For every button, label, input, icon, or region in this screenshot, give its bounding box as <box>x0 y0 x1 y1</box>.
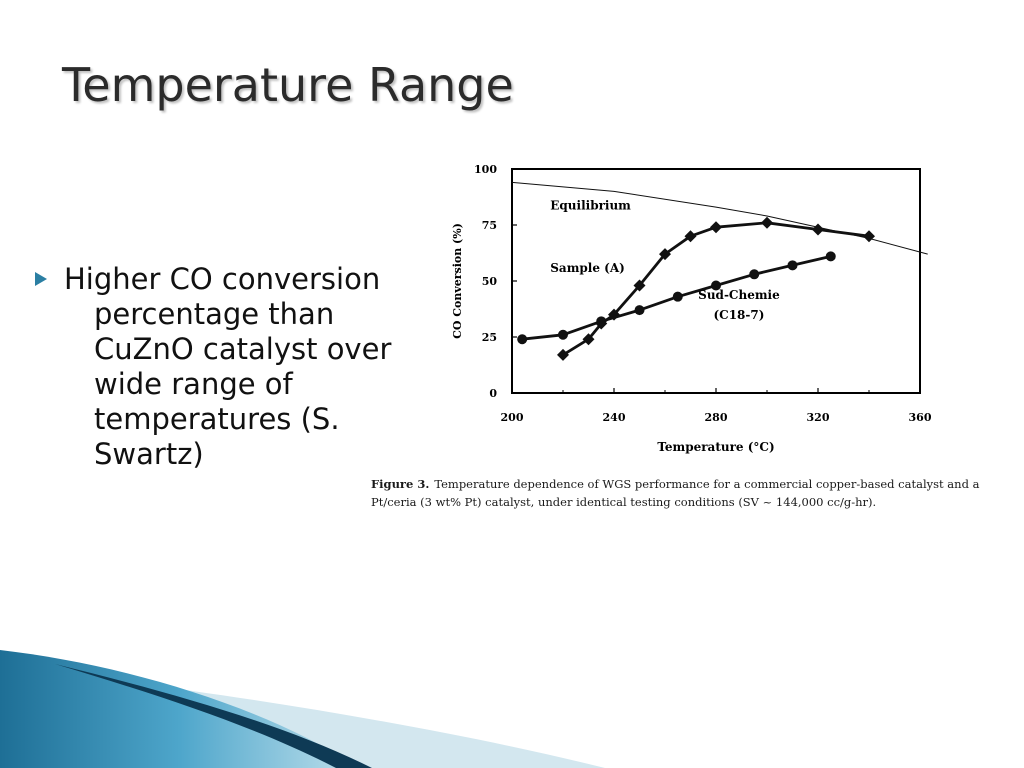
data-point-circle <box>825 251 836 262</box>
data-point-diamond <box>633 279 646 292</box>
figure-caption-text: Temperature dependence of WGS performanc… <box>371 477 980 509</box>
bullet-body: Higher CO conversion percentage than CuZ… <box>64 262 392 471</box>
data-point-diamond <box>684 230 697 243</box>
y-axis-label: CO Conversion (%) <box>451 223 464 339</box>
x-tick-label: 280 <box>705 411 728 424</box>
figure-label: Figure 3. <box>371 477 430 491</box>
data-point-diamond <box>582 333 595 346</box>
x-tick-label: 240 <box>603 411 626 424</box>
data-point-circle <box>672 291 683 302</box>
data-point-circle <box>596 316 607 327</box>
y-tick-label: 75 <box>482 219 497 232</box>
data-point-diamond <box>863 230 875 243</box>
data-point-diamond <box>761 216 773 229</box>
x-axis-label: Temperature (°C) <box>657 440 774 454</box>
wave-blue <box>0 650 360 768</box>
slide-title: Temperature Range <box>62 58 514 112</box>
bullet-text: Higher CO conversion percentage than CuZ… <box>35 262 394 472</box>
y-tick-label: 25 <box>482 331 497 344</box>
data-point-circle <box>749 269 760 280</box>
data-point-circle <box>558 329 568 340</box>
data-point-diamond <box>710 221 722 234</box>
data-point-diamond <box>557 348 569 361</box>
x-tick-label: 360 <box>909 411 932 424</box>
data-point-diamond <box>812 223 824 236</box>
wave-dark <box>55 664 372 768</box>
x-tick-label: 200 <box>501 411 524 424</box>
y-tick-label: 100 <box>474 163 497 176</box>
series-label-2: Sud-Chemie (C18-7) <box>698 288 780 322</box>
series-label-1: Sample (A) <box>550 261 625 275</box>
data-point-diamond <box>659 248 671 261</box>
y-tick-label: 50 <box>482 275 498 288</box>
data-point-circle <box>787 260 798 271</box>
y-tick-label: 0 <box>489 387 497 400</box>
data-point-circle <box>517 334 528 345</box>
figure-caption: Figure 3. Temperature dependence of WGS p… <box>371 475 1021 511</box>
data-point-circle <box>711 280 721 291</box>
series-label-0: Equilibrium <box>550 198 631 212</box>
data-point-circle <box>634 305 645 316</box>
x-tick-label: 320 <box>807 411 830 424</box>
